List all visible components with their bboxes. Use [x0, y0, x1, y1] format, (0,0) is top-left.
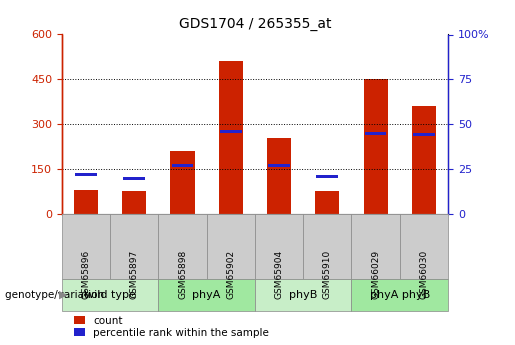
- Text: GSM66030: GSM66030: [419, 250, 428, 299]
- Text: GSM65902: GSM65902: [226, 250, 235, 299]
- Bar: [124, 177, 145, 179]
- Bar: [220, 130, 242, 133]
- Text: ▶: ▶: [59, 290, 68, 300]
- Text: genotype/variation: genotype/variation: [5, 290, 108, 300]
- Text: GSM65910: GSM65910: [323, 250, 332, 299]
- Bar: [267, 138, 291, 214]
- Legend: count, percentile rank within the sample: count, percentile rank within the sample: [72, 314, 271, 340]
- Title: GDS1704 / 265355_at: GDS1704 / 265355_at: [179, 17, 331, 31]
- Bar: [364, 79, 388, 214]
- Bar: [315, 191, 339, 214]
- Bar: [122, 191, 146, 214]
- Bar: [412, 106, 436, 214]
- Bar: [268, 164, 290, 167]
- Text: phyB: phyB: [289, 290, 317, 300]
- Text: wild type: wild type: [84, 290, 135, 300]
- Text: phyA: phyA: [193, 290, 221, 300]
- Text: GSM65896: GSM65896: [81, 250, 91, 299]
- Bar: [171, 164, 193, 167]
- Text: GSM65898: GSM65898: [178, 250, 187, 299]
- Bar: [365, 132, 386, 135]
- Text: phyA phyB: phyA phyB: [370, 290, 430, 300]
- Bar: [317, 175, 338, 178]
- Bar: [170, 151, 195, 214]
- Bar: [413, 134, 435, 137]
- Text: GSM65897: GSM65897: [130, 250, 139, 299]
- Bar: [75, 173, 97, 176]
- Bar: [74, 190, 98, 214]
- Text: GSM65904: GSM65904: [274, 250, 284, 299]
- Bar: [219, 61, 243, 214]
- Text: GSM66029: GSM66029: [371, 250, 380, 299]
